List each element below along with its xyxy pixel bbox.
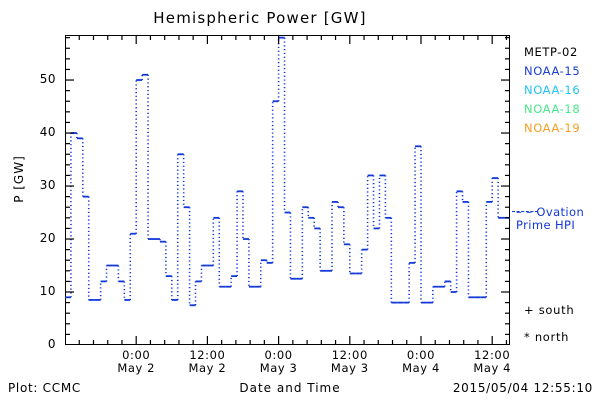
north-marker-label: north xyxy=(534,330,570,344)
chart-title: Hemispheric Power [GW] xyxy=(153,9,367,27)
x-tick-date: May 4 xyxy=(402,360,440,375)
legend-ovation-line1: – – Ovation xyxy=(516,205,585,219)
x-tick-time: 0:00 xyxy=(122,348,151,362)
legend-ovation-line2: Prime HPI xyxy=(516,217,576,232)
x-tick-date: May 2 xyxy=(117,360,156,375)
x-tick-date: May 4 xyxy=(473,360,512,375)
x-tick-label-1: 12:00 May 2 xyxy=(162,349,252,374)
y-tick-label-20: 20 xyxy=(39,231,56,246)
x-tick-label-3: 12:00 May 3 xyxy=(305,349,395,374)
y-tick-label-30: 30 xyxy=(39,178,56,193)
x-tick-time: 0:00 xyxy=(406,348,436,362)
legend-marker-south: + south xyxy=(524,303,574,317)
ovation-prime-hpi-trace xyxy=(65,38,510,306)
legend-ovation-prime-hpi: – – Ovation Prime HPI xyxy=(512,205,585,232)
x-tick-time: 12:00 xyxy=(189,348,226,362)
plot-source-label: Plot: CCMC xyxy=(8,381,81,395)
south-marker-label: south xyxy=(538,303,575,317)
x-tick-time: 12:00 xyxy=(474,348,511,362)
legend-item-metp-02: METP-02 xyxy=(524,45,578,59)
y-tick-label-0: 0 xyxy=(47,337,56,351)
x-tick-label-4: 0:00 May 4 xyxy=(376,349,466,374)
legend-item-noaa-15: NOAA-15 xyxy=(524,64,581,78)
data-plot-area xyxy=(65,35,510,345)
axis-ticks xyxy=(65,35,510,345)
legend-item-noaa-18: NOAA-18 xyxy=(524,102,581,116)
dashed-line-sample-icon xyxy=(512,211,538,212)
y-tick-label-40: 40 xyxy=(39,125,56,140)
x-tick-label-5: 12:00 May 4 xyxy=(447,349,537,374)
plot-frame xyxy=(65,35,510,345)
x-tick-label-0: 0:00 May 2 xyxy=(91,349,181,374)
legend-marker-north: * north xyxy=(524,330,569,344)
y-tick-label-50: 50 xyxy=(39,72,56,87)
legend-item-noaa-16: NOAA-16 xyxy=(524,83,581,97)
y-tick-label-10: 10 xyxy=(39,284,56,298)
x-tick-time: 12:00 xyxy=(331,348,368,362)
x-tick-label-2: 0:00 May 3 xyxy=(234,349,324,374)
legend-item-noaa-19: NOAA-19 xyxy=(524,121,581,135)
x-tick-date: May 2 xyxy=(188,360,227,375)
x-tick-date: May 3 xyxy=(330,360,369,375)
x-axis-title: Date and Time xyxy=(239,381,341,395)
south-marker-icon: + xyxy=(524,303,539,317)
x-tick-time: 0:00 xyxy=(264,348,293,362)
north-marker-icon: * xyxy=(524,330,535,344)
plot-timestamp: 2015/05/04 12:55:10 xyxy=(452,381,593,395)
x-tick-date: May 3 xyxy=(259,360,298,375)
